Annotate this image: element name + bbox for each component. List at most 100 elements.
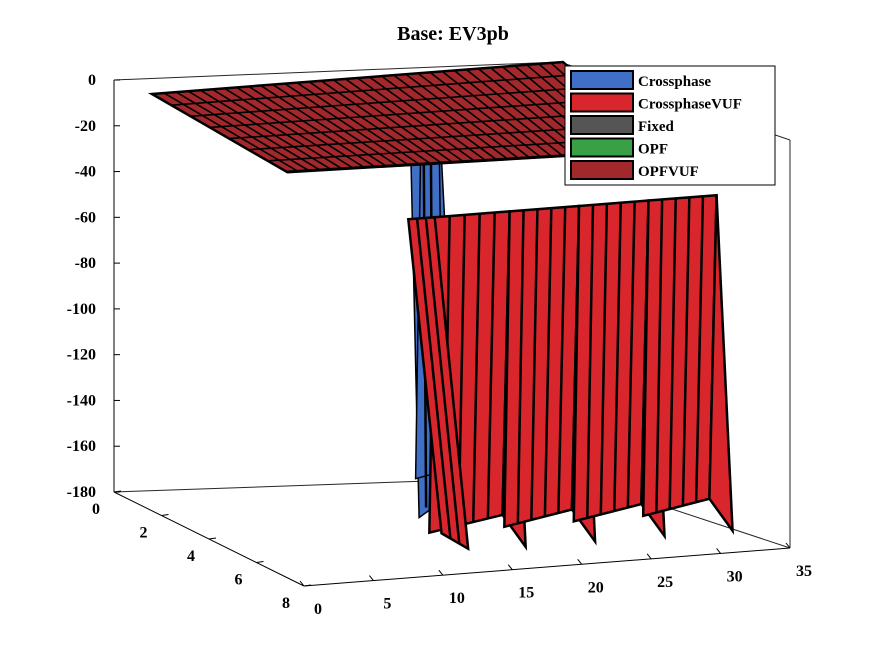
x-tick-label: 0: [314, 601, 322, 618]
plateau-grid-line: [229, 111, 620, 140]
x-tick-mark: [299, 580, 305, 587]
y-tick-label: 2: [140, 525, 148, 542]
plateau-grid-line: [248, 85, 376, 168]
z-axis-ticks: 0 -20 -40 -60 -80 -100 -120 -140 -160 -180: [67, 72, 120, 501]
plateau-grid-line: [465, 68, 575, 156]
legend-label: Crossphase: [638, 74, 711, 90]
z-tick-label: -80: [75, 255, 96, 272]
plateau-grid-line: [393, 74, 509, 160]
surface-red-stripe: [543, 208, 553, 517]
surface: [147, 60, 735, 552]
surface-red-stripe: [586, 204, 595, 518]
plateau-grid-line: [429, 71, 542, 158]
y-tick-mark: [113, 490, 122, 493]
z-tick-label: -40: [75, 164, 96, 181]
surface-red-sheet: [572, 199, 650, 523]
legend-label: OPFVUF: [638, 164, 699, 180]
x-tick-mark: [646, 553, 652, 560]
z-tick-label: -100: [67, 301, 96, 318]
x-tick-mark: [369, 575, 374, 581]
plateau-grid-line: [187, 90, 321, 171]
z-tick-label: -180: [67, 484, 96, 501]
legend-swatch: [570, 160, 634, 180]
plateau-grid-line: [417, 72, 531, 159]
x-tick-label: 25: [657, 574, 673, 591]
z-tick-label: 0: [88, 72, 96, 89]
x-tick-label: 35: [796, 563, 812, 580]
x-tick-mark: [716, 548, 721, 554]
x-axis-line: [303, 547, 791, 587]
plateau-grid-line: [332, 79, 453, 163]
plateau-grid-line: [171, 73, 578, 106]
surface-red-stripe: [557, 207, 567, 513]
chart-title: Base: EV3pb: [397, 23, 509, 45]
surface-red-stripe: [516, 210, 525, 524]
surface-red-stripe: [530, 209, 539, 520]
x-tick-label: 20: [588, 579, 604, 596]
surface-red-stripe: [599, 203, 609, 515]
plateau-grid-line: [236, 86, 365, 169]
plateau-grid-line: [199, 89, 332, 171]
legend-swatch: [570, 70, 634, 90]
legend-swatch: [570, 92, 634, 113]
surface-red-stripe: [471, 213, 481, 523]
legend-label: Fixed: [638, 119, 674, 135]
legend-swatch: [570, 115, 634, 135]
x-tick-mark: [438, 569, 444, 576]
z-tick-label: -60: [75, 209, 96, 226]
plateau-grid-line: [320, 80, 442, 164]
y-tick-label: 8: [282, 595, 290, 612]
y-tick-label: 4: [187, 548, 195, 565]
surface-red-stripe: [694, 196, 705, 503]
z-tick-label: -160: [67, 438, 96, 455]
surface-red-stripe: [424, 217, 461, 544]
surface-red-fold: [708, 195, 735, 535]
surface-red-stripe: [655, 199, 664, 513]
plateau-grid-line: [224, 87, 354, 169]
z-tick-label: -20: [75, 118, 96, 135]
legend-label: CrossphaseVUF: [638, 97, 742, 113]
x-tick-label: 5: [383, 596, 391, 613]
surface-red-stripe: [681, 197, 691, 506]
plateau-grid-line: [296, 82, 420, 165]
x-axis-ticks: 0 5 10 15 20 25 30 35: [299, 542, 812, 618]
y-tick-label: 6: [235, 572, 243, 589]
plateau-grid-line: [369, 76, 486, 162]
plateau-grid-line: [212, 88, 343, 170]
plateau-grid-line: [441, 70, 553, 158]
plateau-grid-line: [175, 91, 310, 172]
legend: Crossphase CrossphaseVUF Fixed OPF OPFVUF: [564, 65, 776, 186]
x-tick-mark: [507, 564, 513, 571]
z-tick-label: -120: [67, 347, 96, 364]
surface-red-stripe: [415, 218, 452, 539]
surface-red-stripe: [668, 198, 677, 510]
y-tick-mark: [256, 561, 264, 563]
x-tick-mark: [577, 558, 583, 565]
legend-swatch: [570, 137, 634, 158]
y-tick-mark: [161, 514, 169, 516]
plateau-grid-line: [344, 78, 464, 163]
x-tick-label: 30: [727, 568, 743, 585]
plateau-grid-line: [405, 73, 520, 160]
plateau-grid-line: [209, 98, 606, 129]
surface-red-stripe: [613, 202, 622, 512]
x-tick-label: 15: [518, 585, 534, 602]
plateau-grid-line: [260, 84, 387, 167]
surface-red-sheet: [503, 204, 581, 529]
y-tick-label: 0: [92, 501, 100, 518]
surface-red-sheet: [641, 193, 718, 518]
x-tick-label: 10: [449, 590, 465, 607]
plateau-grid-line: [272, 83, 398, 167]
surface-red-stripe: [626, 201, 636, 508]
x-tick-mark: [785, 542, 791, 549]
z-tick-label: -140: [67, 392, 96, 409]
plateau-grid-line: [453, 69, 564, 157]
plateau-grid-line: [284, 82, 409, 166]
plateau-grid-line: [308, 81, 431, 165]
y-axis-ticks: 0 2 4 6 8: [92, 490, 312, 612]
y-tick-mark: [303, 584, 312, 587]
plateau-grid-line: [357, 77, 475, 162]
legend-label: OPF: [638, 142, 668, 158]
plateau-grid-line: [381, 75, 498, 161]
